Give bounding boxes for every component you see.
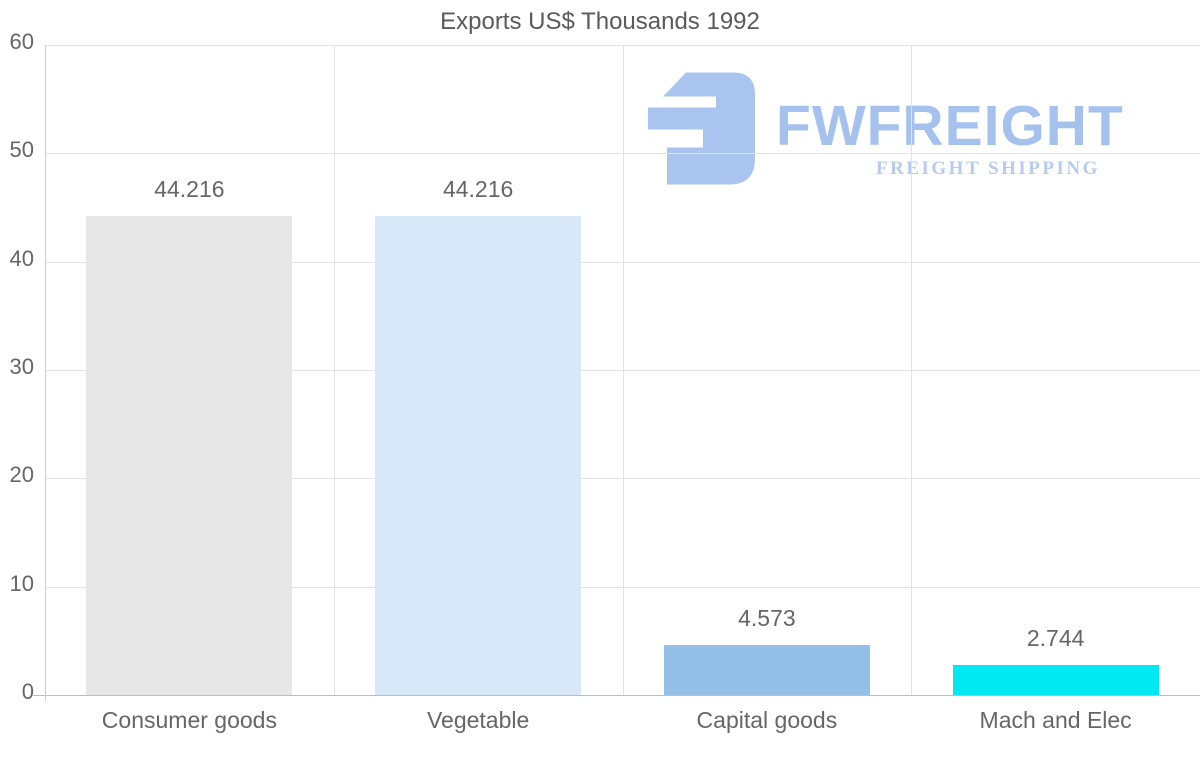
brand-wordmark: FWFREIGHT — [776, 94, 1124, 158]
x-gridline — [911, 45, 913, 695]
bar — [375, 215, 582, 695]
bar — [86, 215, 293, 695]
fwfreight-logo-icon — [648, 72, 755, 185]
y-axis-line — [45, 45, 46, 701]
bar-value-label: 44.216 — [442, 175, 514, 202]
y-tick-label: 30 — [9, 354, 34, 379]
y-tick-label: 60 — [9, 29, 34, 54]
bar-value-label: 44.216 — [154, 175, 225, 202]
bar-value-label: 2.744 — [1026, 625, 1085, 652]
bar-value-label: 4.573 — [738, 605, 796, 632]
chart-title: Exports US$ Thousands 1992 — [440, 8, 760, 35]
y-tick-label: 10 — [9, 570, 34, 596]
bar — [952, 665, 1159, 695]
x-category-label: Consumer goods — [101, 707, 277, 733]
x-category-label: Vegetable — [426, 707, 530, 733]
x-axis-baseline — [33, 695, 1200, 696]
brand-tagline: FREIGHT SHIPPING — [876, 158, 1100, 179]
x-category-label: Mach and Elec — [979, 707, 1132, 733]
y-tick-label: 50 — [9, 137, 34, 163]
brand-watermark: FWFREIGHT FREIGHT SHIPPING — [648, 72, 1148, 187]
y-tick-label: 0 — [21, 679, 34, 704]
x-category-label: Capital goods — [696, 707, 838, 733]
x-gridline — [333, 45, 335, 695]
y-tick-label: 20 — [9, 462, 34, 488]
x-gridline — [622, 45, 624, 695]
y-tick-label: 40 — [9, 245, 34, 271]
bar — [663, 645, 870, 695]
